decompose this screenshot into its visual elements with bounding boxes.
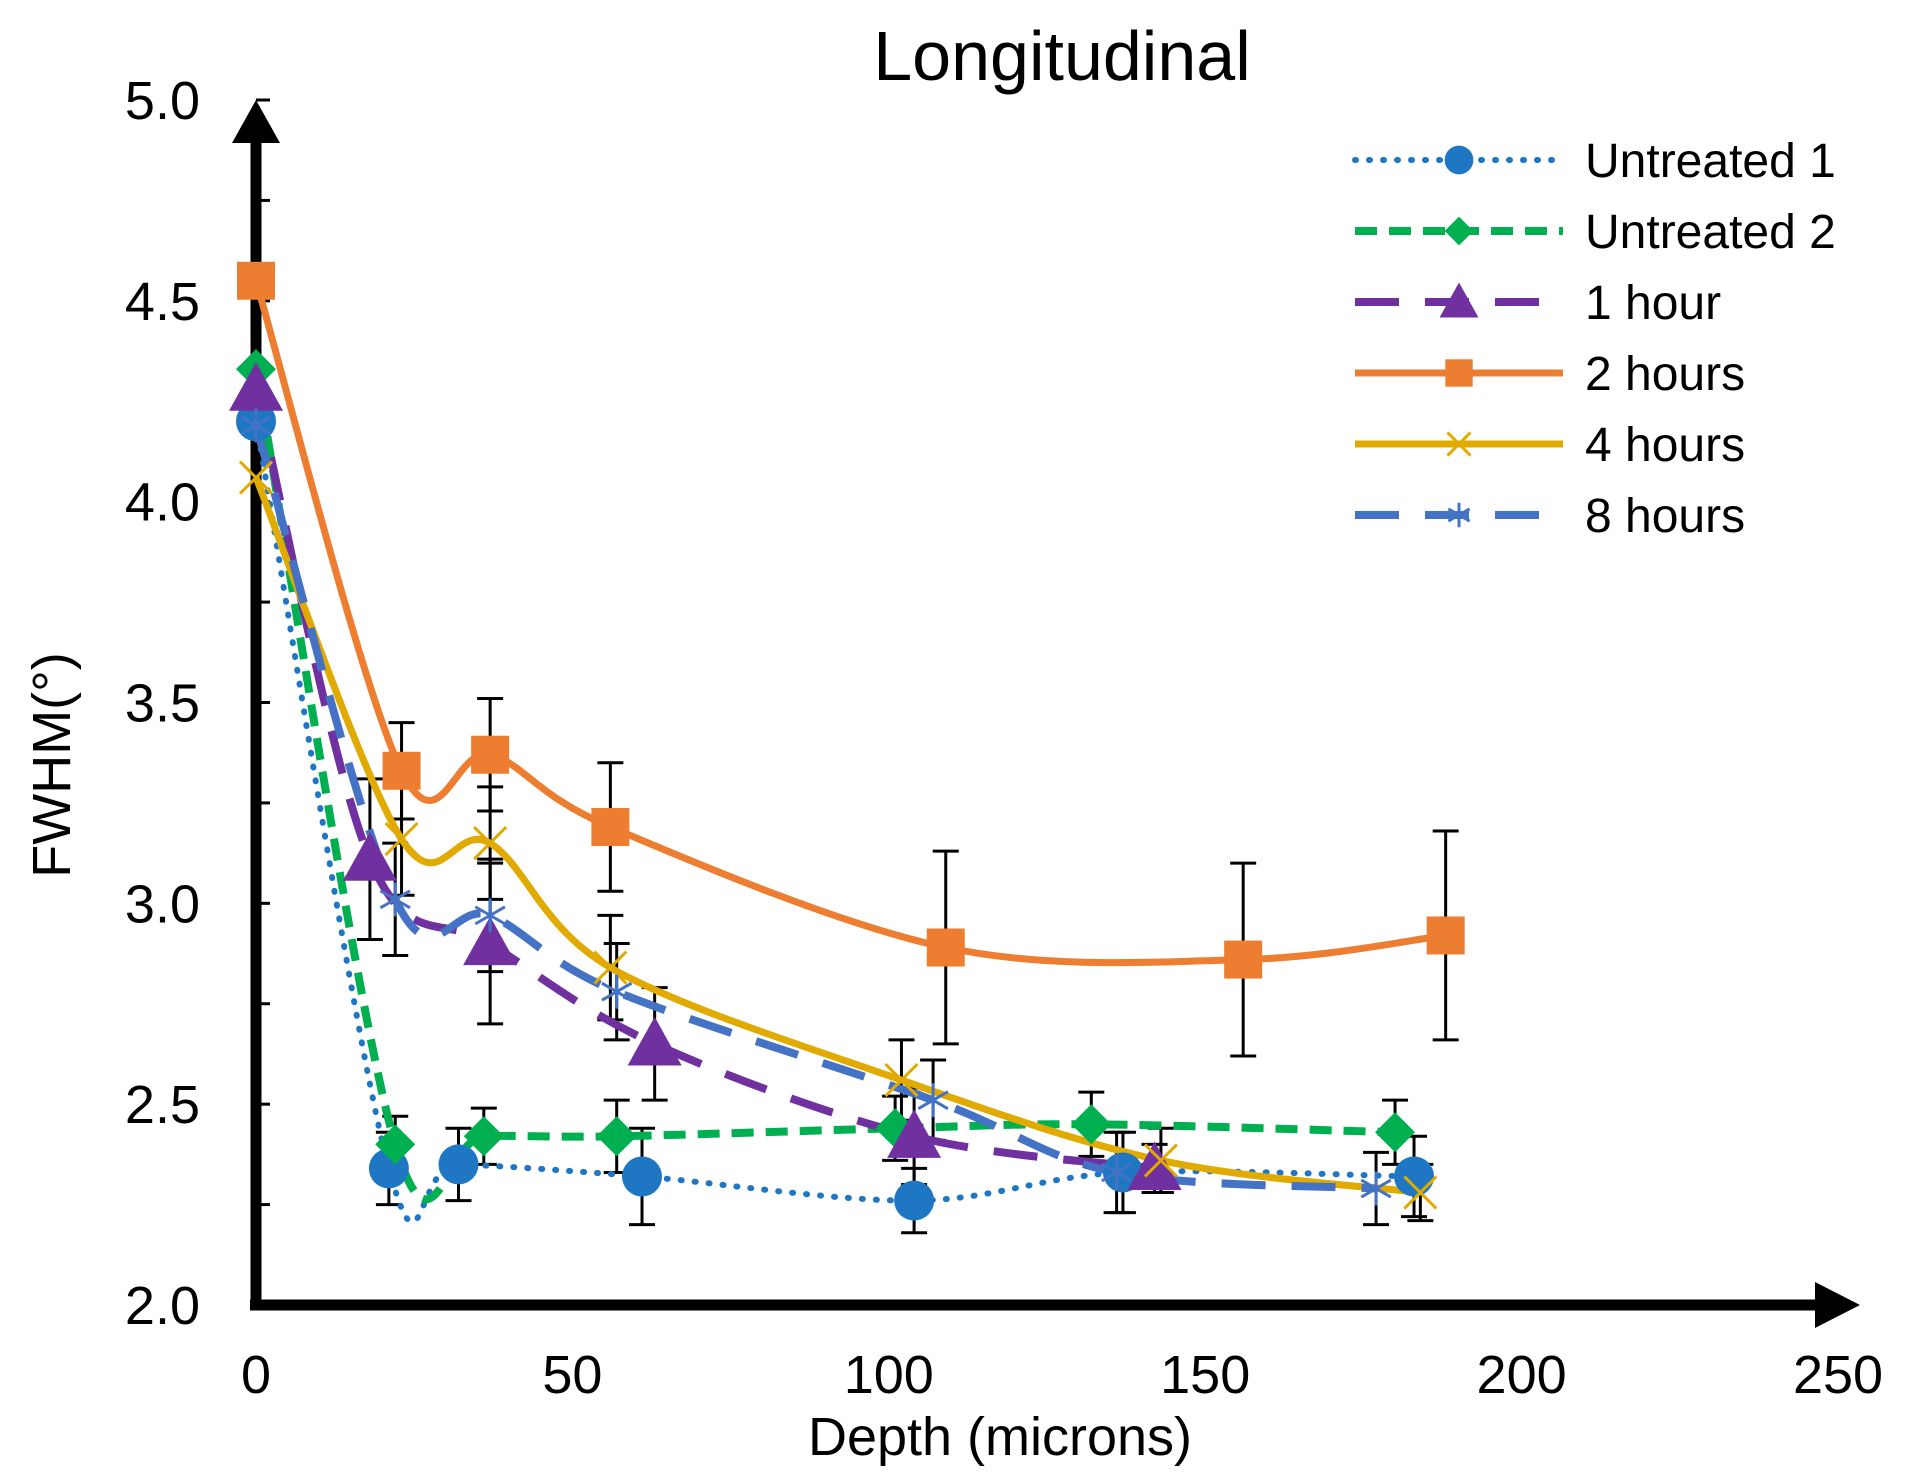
x-marker-stroke: [238, 460, 274, 495]
triangle-marker: [1439, 282, 1479, 318]
square-marker: [237, 261, 275, 300]
x-marker-stroke: [1446, 431, 1472, 457]
circle-marker: [438, 1144, 479, 1185]
x-marker-stroke: [884, 1063, 919, 1098]
x-tick-label: 100: [844, 1345, 934, 1405]
asterisk-marker: [601, 974, 633, 1009]
diamond-marker: [1444, 216, 1474, 246]
y-tick-label: 5.0: [125, 71, 200, 131]
y-tick-label: 4.0: [125, 473, 200, 533]
legend-label: 1 hour: [1585, 277, 1721, 330]
triangle-marker: [627, 1016, 682, 1066]
x-axis-arrow: [1815, 1282, 1860, 1328]
x-marker: [1143, 1143, 1178, 1178]
asterisk-marker: [1360, 1171, 1392, 1206]
square-marker: [382, 751, 421, 790]
y-tick-label: 4.5: [125, 272, 200, 332]
y-axis-title: FWHM(°): [22, 652, 82, 878]
series-line: [252, 368, 1396, 1204]
triangle-marker: [229, 362, 283, 411]
asterisk-marker: [1101, 1155, 1133, 1190]
diamond-marker: [596, 1116, 637, 1157]
x-marker: [593, 950, 628, 985]
legend-label: 2 hours: [1585, 348, 1745, 401]
asterisk-marker-stroke: [474, 905, 506, 926]
x-marker: [384, 822, 419, 857]
legend-item: 1 hour: [1355, 277, 1721, 330]
square-marker: [926, 928, 965, 967]
asterisk-marker-stroke: [379, 889, 411, 910]
x-axis-title: Depth (microns): [808, 1407, 1192, 1467]
circle-marker: [1394, 1156, 1435, 1197]
asterisk-marker-stroke: [1101, 1162, 1133, 1183]
x-marker-stroke: [384, 822, 419, 857]
asterisk-marker-stroke: [601, 981, 633, 1002]
circle-marker: [894, 1180, 935, 1221]
x-tick-label: 250: [1793, 1345, 1883, 1405]
asterisk-marker-stroke: [917, 1090, 949, 1110]
x-marker: [238, 460, 274, 495]
chart-axes: 2.0 2.5 3.0 3.5 4.0 4.5 5.0 0 50 100 150 200 250: [125, 71, 1883, 1405]
x-marker: [884, 1063, 919, 1098]
diamond-marker: [1071, 1104, 1112, 1145]
data-points: [229, 261, 1465, 1221]
series-lines: [252, 279, 1447, 1226]
asterisk-marker: [917, 1083, 949, 1118]
square-marker: [471, 735, 510, 774]
series-line: [252, 476, 1421, 1196]
legend-label: Untreated 1: [1585, 135, 1836, 188]
y-tick-label: 3.5: [125, 674, 200, 734]
legend-label: 4 hours: [1585, 419, 1745, 472]
asterisk-marker-stroke: [1447, 507, 1471, 523]
circle-marker: [1444, 145, 1474, 175]
asterisk-marker: [240, 408, 272, 443]
legend-label: 8 hours: [1585, 490, 1745, 543]
square-marker: [1445, 359, 1473, 387]
legend-item: 4 hours: [1355, 419, 1745, 472]
legend-label: Untreated 2: [1585, 206, 1836, 259]
series-line: [253, 418, 1417, 1226]
x-tick-label: 50: [542, 1345, 602, 1405]
legend-item: 2 hours: [1355, 348, 1745, 401]
x-tick-label: 150: [1160, 1345, 1250, 1405]
legend-item: 8 hours: [1355, 490, 1745, 543]
x-marker: [1403, 1175, 1438, 1210]
square-marker: [1426, 916, 1465, 955]
y-axis-arrow: [232, 100, 280, 143]
x-marker-stroke: [1143, 1143, 1178, 1178]
diamond-marker: [375, 1124, 416, 1165]
triangle-marker: [342, 832, 397, 881]
legend: Untreated 1 Untreated 2 1 hour 2 hours 4 hou…: [1352, 135, 1836, 543]
diamond-marker: [463, 1116, 504, 1157]
asterisk-marker-stroke: [240, 415, 272, 436]
chart-title: Longitudinal: [873, 17, 1251, 95]
legend-item: Untreated 2: [1355, 206, 1836, 259]
circle-marker: [622, 1156, 663, 1197]
x-marker: [1446, 431, 1472, 457]
triangle-marker: [463, 916, 518, 966]
x-tick-label: 200: [1477, 1345, 1567, 1405]
square-marker: [591, 808, 630, 847]
legend-item: Untreated 1: [1352, 135, 1836, 188]
x-marker-stroke: [593, 950, 628, 985]
triangle-marker: [887, 1109, 942, 1158]
square-marker: [1224, 940, 1263, 979]
y-tick-label: 2.0: [125, 1276, 200, 1336]
asterisk-marker: [379, 882, 411, 917]
x-marker: [473, 826, 508, 861]
asterisk-marker: [1447, 502, 1471, 528]
asterisk-marker: [474, 898, 506, 933]
y-tick-label: 2.5: [125, 1075, 200, 1135]
asterisk-marker-stroke: [1360, 1178, 1392, 1199]
diamond-marker: [1375, 1112, 1416, 1153]
y-tick-label: 3.0: [125, 874, 200, 934]
series-line: [252, 388, 1156, 1173]
x-marker-stroke: [1403, 1175, 1438, 1210]
series-line: [252, 424, 1377, 1193]
x-marker-stroke: [473, 826, 508, 861]
x-tick-label: 0: [241, 1345, 271, 1405]
